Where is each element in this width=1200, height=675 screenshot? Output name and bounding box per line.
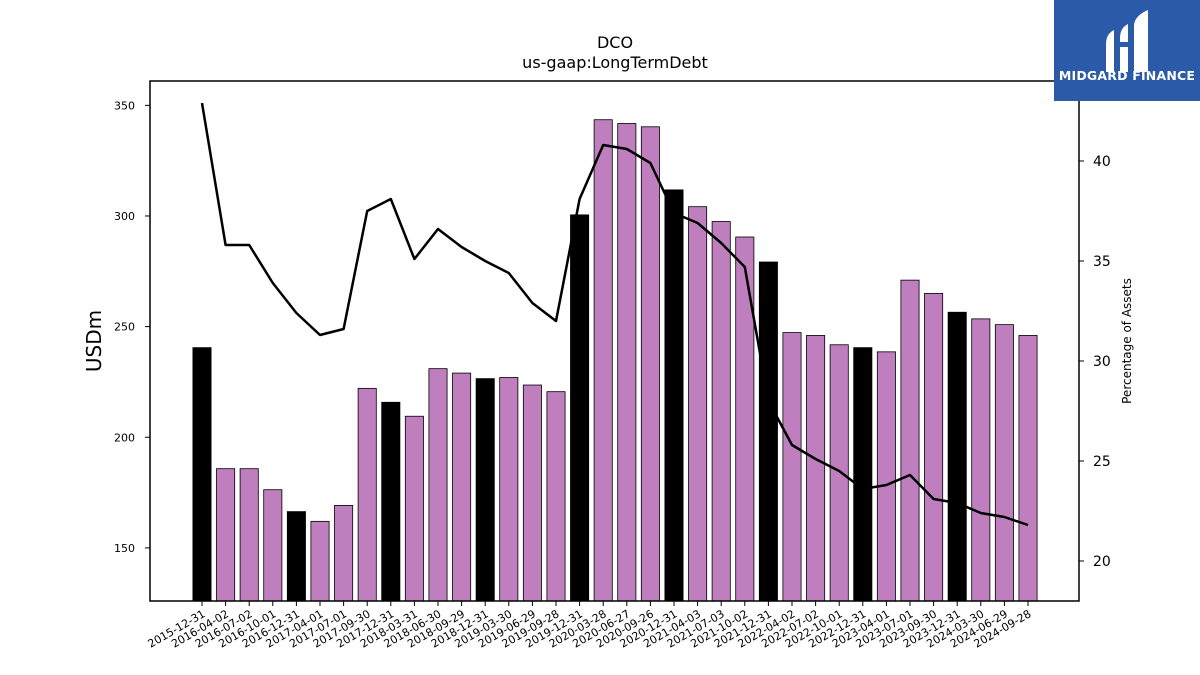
bar-2018-06-30 bbox=[428, 368, 448, 602]
bar-2017-09-30 bbox=[357, 387, 377, 602]
midgard-finance-logo-icon bbox=[1106, 10, 1148, 72]
bar-2016-10-01 bbox=[263, 489, 283, 602]
midgard-finance-logo: MIDGARD FINANCE bbox=[1054, 0, 1200, 101]
bar-2016-04-02 bbox=[216, 468, 236, 602]
bar-2023-09-30 bbox=[924, 293, 944, 602]
bar-2024-03-30 bbox=[971, 318, 991, 602]
y2-tick-label: 30 bbox=[1093, 354, 1111, 370]
bar-2022-10-01 bbox=[829, 344, 849, 602]
bar-2017-04-01 bbox=[310, 520, 330, 602]
y-tick-label: 350 bbox=[114, 99, 135, 112]
bar-2021-12-31 bbox=[758, 261, 778, 602]
percentage-line bbox=[200, 102, 1029, 527]
bar-2017-07-01 bbox=[334, 505, 354, 602]
bar-2022-12-31 bbox=[853, 347, 873, 602]
bar-2022-04-02 bbox=[782, 332, 802, 602]
bar-2015-12-31 bbox=[192, 347, 212, 602]
bar-2016-12-31 bbox=[286, 511, 306, 602]
y2-axis-label: Percentage of Assets bbox=[1120, 278, 1134, 404]
bar-2024-06-29 bbox=[994, 324, 1014, 602]
y-tick-label: 300 bbox=[114, 210, 135, 223]
bar-2024-09-28 bbox=[1018, 335, 1038, 602]
logo-text: MIDGARD FINANCE bbox=[1058, 68, 1196, 83]
y2-tick-label: 20 bbox=[1093, 554, 1111, 570]
left-axis: 150 200 250 300 350 bbox=[114, 99, 150, 555]
bar-2020-03-28 bbox=[593, 119, 613, 602]
bar-2020-09-26 bbox=[640, 126, 660, 602]
y2-tick-label: 35 bbox=[1093, 254, 1111, 270]
y-axis-label: USDm bbox=[82, 310, 106, 372]
chart-subtitle: us-gaap:LongTermDebt bbox=[522, 53, 708, 72]
bar-2021-04-03 bbox=[688, 206, 708, 602]
bar-2022-07-02 bbox=[806, 335, 826, 602]
bar-2021-07-03 bbox=[711, 221, 731, 602]
bar-2019-09-28 bbox=[546, 391, 566, 602]
bar-2018-12-31 bbox=[475, 378, 495, 602]
y-tick-label: 250 bbox=[114, 321, 135, 334]
y2-tick-label: 40 bbox=[1093, 154, 1111, 170]
bar-2016-07-02 bbox=[239, 468, 259, 602]
bar-2023-12-31 bbox=[947, 311, 967, 602]
y2-tick-label: 25 bbox=[1093, 454, 1111, 470]
x-axis: 2015-12-312016-04-022016-07-022016-10-01… bbox=[146, 601, 1034, 651]
bar-2023-07-01 bbox=[900, 279, 920, 602]
bar-2018-03-31 bbox=[404, 415, 424, 602]
y-tick-label: 150 bbox=[114, 542, 135, 555]
bar-2019-12-31 bbox=[570, 214, 590, 602]
bar-2021-10-02 bbox=[735, 236, 755, 602]
right-axis: 20 25 30 35 40 bbox=[1079, 154, 1111, 570]
chart-title: DCO bbox=[597, 33, 633, 52]
bar-2017-12-31 bbox=[381, 401, 401, 602]
y-tick-label: 200 bbox=[114, 431, 135, 444]
percentage-line-group bbox=[200, 102, 1029, 527]
bar-2019-03-30 bbox=[499, 377, 519, 602]
bar-2020-06-27 bbox=[617, 123, 637, 602]
bar-2020-12-31 bbox=[664, 189, 684, 602]
bar-2019-06-29 bbox=[522, 384, 542, 602]
plot-frame bbox=[149, 80, 1080, 602]
bar-2023-04-01 bbox=[876, 351, 896, 602]
bar-2018-09-29 bbox=[452, 372, 472, 602]
bars-group bbox=[192, 119, 1038, 602]
